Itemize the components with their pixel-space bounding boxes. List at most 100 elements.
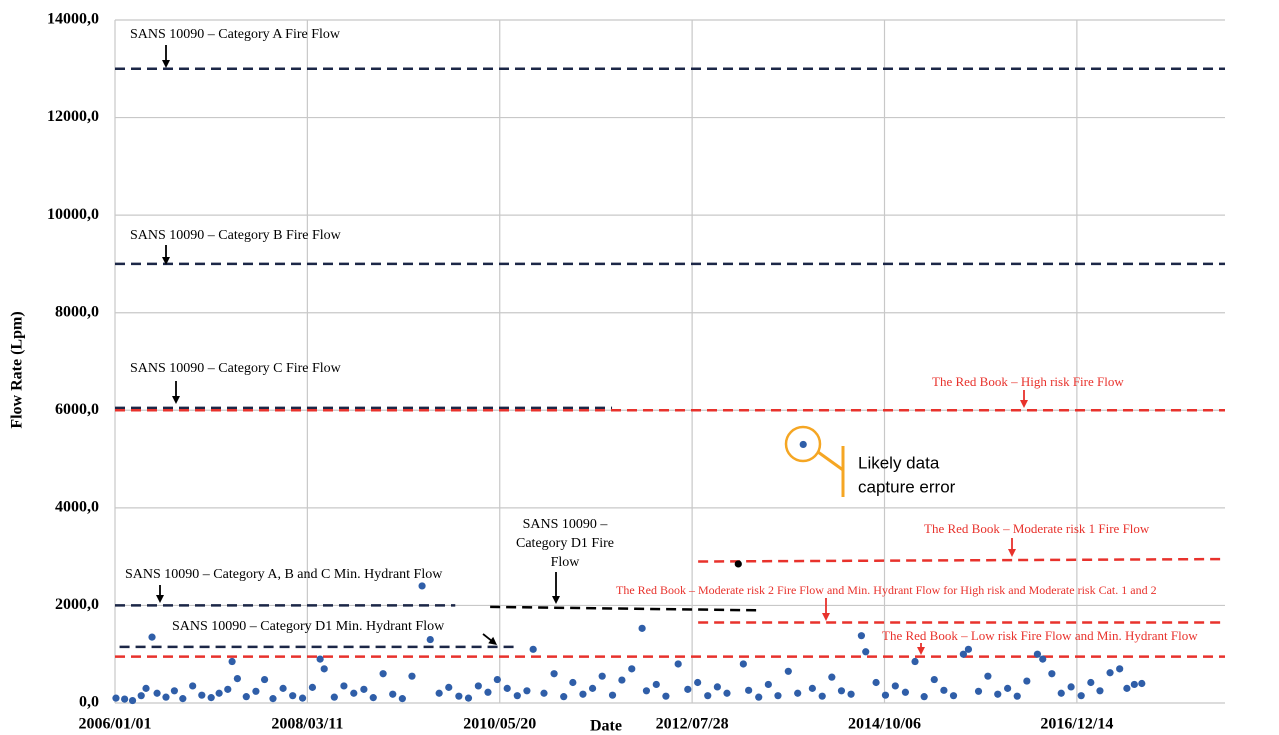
data-point [579, 690, 587, 698]
arrow-head [162, 257, 170, 265]
data-point [588, 684, 597, 692]
data-point [764, 680, 772, 689]
annotation: The Red Book – Moderate risk 1 Fire Flow [924, 521, 1150, 536]
data-point [684, 685, 692, 693]
data-point [128, 696, 137, 705]
data-point [652, 680, 660, 689]
highlight-ring [784, 425, 822, 463]
data-point [994, 690, 1002, 698]
x-tick-label: 2008/03/11 [271, 716, 343, 733]
y-axis-label: Flow Rate (Lpm) [9, 311, 26, 428]
data-point [260, 675, 269, 684]
annotation: SANS 10090 – Category A Fire Flow [130, 27, 341, 42]
data-point [598, 672, 606, 680]
data-point [560, 693, 568, 701]
data-point [774, 692, 782, 700]
data-point [857, 632, 866, 640]
y-tick-label: 0,0 [79, 694, 99, 711]
y-tick-label: 8000,0 [55, 303, 99, 320]
data-point [694, 678, 702, 687]
data-point [408, 672, 416, 680]
data-point [1138, 679, 1146, 688]
data-point [153, 689, 161, 697]
data-point [1106, 669, 1114, 677]
data-point [828, 673, 836, 681]
data-point [920, 693, 928, 701]
annotation: SANS 10090 – Category D1 Min. Hydrant Fl… [172, 619, 445, 634]
data-point [1087, 678, 1095, 687]
data-point [455, 692, 463, 700]
data-point [426, 635, 434, 644]
data-point [1077, 692, 1085, 700]
data-point [529, 645, 537, 653]
data-point [940, 686, 948, 694]
data-point [734, 560, 742, 568]
data-point [1004, 684, 1012, 692]
data-point [121, 695, 129, 703]
data-point [1116, 665, 1124, 673]
arrow-head [1008, 549, 1016, 557]
data-point [279, 684, 287, 692]
arrow-head [552, 596, 560, 604]
data-point [445, 683, 453, 691]
y-tick-label: 2000,0 [55, 596, 99, 613]
annotation: Likely data [858, 453, 940, 472]
data-point [215, 689, 223, 697]
data-point [949, 692, 958, 700]
data-point [142, 684, 150, 692]
data-point [418, 582, 426, 590]
data-point [269, 695, 277, 703]
data-point [608, 691, 617, 699]
data-point [242, 693, 250, 701]
data-point [847, 690, 855, 698]
data-point [224, 685, 232, 693]
data-point [379, 670, 387, 678]
data-point [662, 692, 670, 700]
data-point [207, 694, 215, 702]
data-point [503, 684, 511, 692]
data-point [550, 670, 558, 678]
data-point [540, 689, 548, 697]
data-point [1057, 689, 1065, 697]
data-point [1033, 650, 1042, 658]
data-point [308, 683, 317, 691]
data-point [872, 678, 880, 687]
data-point [1048, 670, 1056, 678]
data-point [723, 689, 731, 697]
data-point [148, 633, 156, 641]
annotation: SANS 10090 – Category A, B and C Min. Hy… [125, 567, 443, 582]
data-point [638, 624, 646, 632]
annotation: Category D1 Fire [516, 536, 614, 551]
data-point [745, 686, 753, 694]
reference-line [698, 557, 1226, 563]
data-point [642, 687, 651, 695]
data-point [435, 689, 443, 697]
x-tick-label: 2012/07/28 [656, 716, 729, 733]
data-point [881, 691, 890, 699]
y-tick-label: 10000,0 [47, 206, 99, 223]
data-point [964, 645, 973, 653]
annotation: The Red Book – Moderate risk 2 Fire Flow… [616, 583, 1157, 597]
data-point [493, 675, 501, 684]
arrow-head [162, 60, 170, 68]
data-point [162, 693, 170, 701]
arrow-head [917, 647, 925, 655]
data-point [289, 692, 297, 700]
data-point [389, 690, 397, 698]
annotation: SANS 10090 – Category C Fire Flow [130, 361, 342, 376]
data-point [674, 660, 682, 668]
data-point [350, 689, 358, 697]
data-point [799, 440, 807, 449]
annotation: The Red Book – High risk Fire Flow [932, 374, 1124, 389]
y-tick-label: 6000,0 [55, 401, 99, 418]
x-tick-label: 2010/05/20 [463, 716, 536, 733]
data-point [1130, 680, 1138, 689]
annotation: SANS 10090 – [523, 517, 609, 532]
data-point [464, 694, 473, 702]
annotation: capture error [858, 477, 956, 496]
annotation: The Red Book – Low risk Fire Flow and Mi… [882, 628, 1198, 643]
data-point [170, 687, 178, 695]
annotation: Flow [551, 555, 581, 570]
data-point [228, 657, 236, 666]
data-point [484, 688, 492, 696]
